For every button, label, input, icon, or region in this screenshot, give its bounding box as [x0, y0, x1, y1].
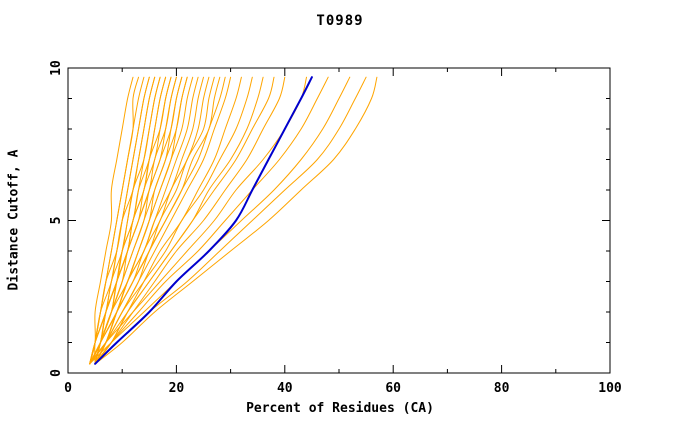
- chart-title: T0989: [316, 13, 364, 29]
- model-31-curve: [89, 76, 275, 365]
- model-36-curve: [94, 76, 367, 365]
- model-26-curve: [89, 76, 226, 365]
- x-tick-label: 60: [385, 381, 401, 396]
- x-axis-label: Percent of Residues (CA): [246, 401, 434, 416]
- y-tick-label: 0: [49, 369, 64, 377]
- x-tick-label: 0: [64, 381, 72, 396]
- model-35-curve: [89, 76, 351, 365]
- x-tick-label: 20: [169, 381, 185, 396]
- model-22-curve: [89, 76, 204, 365]
- y-tick-label: 5: [49, 217, 64, 225]
- model-27-curve: [94, 76, 232, 365]
- model-15-curve: [94, 76, 177, 365]
- model-03-curve: [94, 76, 145, 365]
- model-29-curve: [89, 76, 253, 365]
- model-20-curve: [89, 76, 194, 365]
- y-tick-label: 10: [49, 60, 64, 76]
- x-tick-label: 40: [277, 381, 293, 396]
- model-37-curve: [94, 76, 378, 365]
- model-34-curve: [94, 76, 329, 365]
- model-21-curve: [94, 76, 199, 365]
- x-tick-label: 80: [494, 381, 510, 396]
- model-30-curve: [94, 76, 264, 365]
- model-01-curve: [89, 76, 134, 365]
- model-32-curve: [94, 76, 286, 365]
- highlighted-model-curve: [94, 76, 313, 365]
- x-tick-label: 100: [598, 381, 622, 396]
